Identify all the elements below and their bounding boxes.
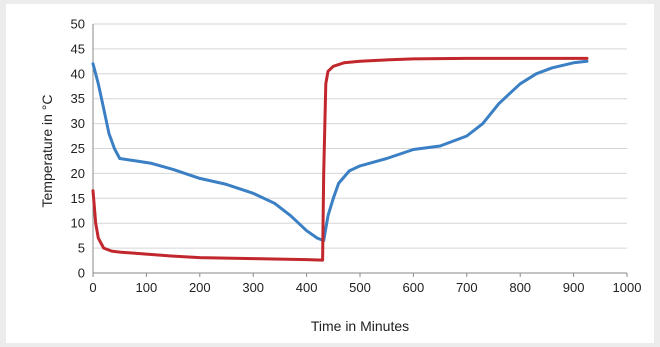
y-axis-ticks: 0 5 10 15 20 25 30 35 40 45 50	[71, 17, 85, 281]
x-tick-label: 900	[563, 280, 585, 295]
y-tick-label: 15	[71, 191, 85, 206]
y-tick-label: 20	[71, 166, 85, 181]
x-tick-label: 0	[89, 280, 96, 295]
y-tick-label: 40	[71, 66, 85, 81]
y-tick-label: 10	[71, 216, 85, 231]
y-tick-label: 50	[71, 17, 85, 32]
x-tick-label: 800	[509, 280, 531, 295]
x-tick-label: 100	[136, 280, 158, 295]
grid	[93, 23, 627, 274]
x-tick-label: 400	[296, 280, 318, 295]
x-tick-label: 200	[189, 280, 211, 295]
x-tick-label: 300	[242, 280, 264, 295]
y-tick-label: 30	[71, 116, 85, 131]
x-tick-label: 1000	[613, 280, 642, 295]
y-tick-label: 5	[78, 241, 85, 256]
y-tick-label: 35	[71, 91, 85, 106]
y-axis-label: Temperature in °C	[39, 95, 55, 208]
y-tick-label: 45	[71, 41, 85, 56]
y-tick-label: 25	[71, 141, 85, 156]
y-tick-label: 0	[78, 266, 85, 281]
x-tick-label: 500	[349, 280, 371, 295]
x-axis-ticks: 0 100 200 300 400 500 600 700 800 900 1000	[89, 273, 641, 295]
x-axis-label: Time in Minutes	[311, 318, 409, 334]
series-group	[91, 56, 589, 262]
x-tick-label: 700	[456, 280, 478, 295]
x-tick-label: 600	[403, 280, 425, 295]
series-line-1	[91, 59, 589, 243]
line-chart: 0 5 10 15 20 25 30 35 40 45 50 0 100 200 300 400 500 600…	[39, 17, 641, 335]
chart-frame: 0 5 10 15 20 25 30 35 40 45 50 0 100 200 300 400 500 600…	[6, 4, 654, 343]
series-line-2	[91, 56, 589, 262]
